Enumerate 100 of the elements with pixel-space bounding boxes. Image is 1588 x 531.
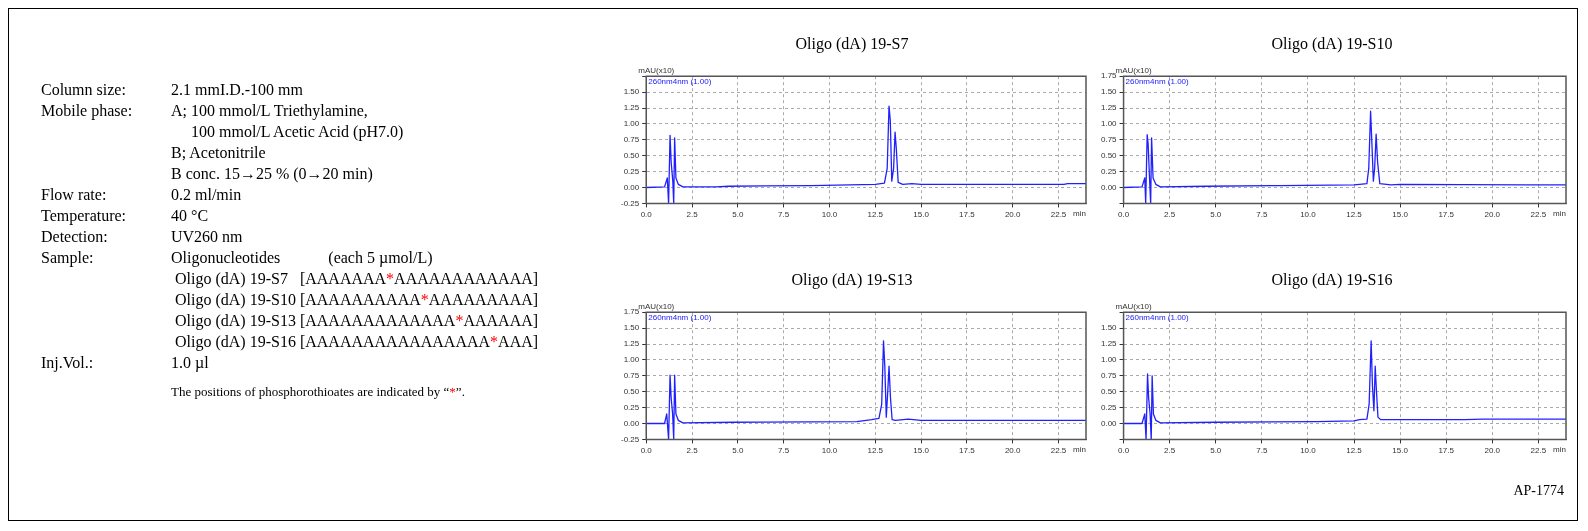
- x-tick-label: 17.5: [1438, 446, 1455, 456]
- y-tick-label: 0.50: [623, 386, 640, 396]
- y-tick-label: 0.00: [623, 418, 640, 428]
- x-tick-label: 0.0: [1118, 446, 1130, 456]
- y-tick-label: 0.00: [623, 182, 640, 192]
- x-tick-label: 2.5: [1164, 210, 1176, 220]
- x-tick-label: 7.5: [778, 210, 790, 220]
- y-tick-label: -0.25: [621, 434, 640, 444]
- chart-title: Oligo (dA) 19-S10: [1271, 34, 1393, 53]
- y-tick-label: 1.50: [1100, 87, 1118, 97]
- x-tick-label: 12.5: [1346, 210, 1363, 220]
- y-tick-label: 0.50: [1100, 386, 1118, 396]
- x-tick-label: 20.0: [1484, 210, 1501, 220]
- y-tick-label: 1.25: [1100, 103, 1118, 113]
- y-axis-title: mAU(x10): [638, 66, 675, 76]
- y-tick-label: 0.50: [623, 150, 640, 160]
- x-tick-label: 17.5: [1438, 210, 1455, 220]
- x-tick-label: 15.0: [1392, 446, 1409, 456]
- x-tick-label: 2.5: [686, 446, 699, 456]
- y-tick-label: 1.50: [1100, 323, 1118, 333]
- text: Oligo (dA) 19-S10 [AAAAAAAAAA*AAAAAAAAA]: [174, 291, 539, 308]
- x-tick-label: 20.0: [1004, 210, 1022, 220]
- x-tick-label: 17.5: [959, 446, 976, 456]
- chart-title: Oligo (dA) 19-S16: [1271, 270, 1393, 289]
- x-tick-label: 0.0: [1118, 210, 1130, 220]
- text: Oligo (dA) 19-S16 [AAAAAAAAAAAAAAAA*AAA]: [174, 333, 539, 350]
- y-tick-label: 1.00: [623, 119, 640, 129]
- y-tick-label: 0.00: [1100, 418, 1118, 428]
- x-tick-label: 2.5: [686, 210, 699, 220]
- text: B; Acetonitrile: [171, 144, 266, 161]
- y-tick-label: 0.75: [1100, 135, 1118, 144]
- y-tick-label: 1.25: [623, 339, 640, 349]
- y-tick-label: 0.75: [623, 371, 640, 380]
- y-tick-label: 1.50: [623, 323, 640, 333]
- x-tick-label: 7.5: [778, 446, 790, 456]
- x-tick-label: 10.0: [1300, 210, 1317, 220]
- x-tick-label: 20.0: [1004, 446, 1022, 456]
- x-tick-label: 10.0: [1300, 446, 1317, 456]
- x-tick-label: 22.5: [1050, 210, 1067, 220]
- y-tick-label: 0.00: [1100, 182, 1118, 192]
- text: Temperature: 40 °C: [41, 207, 209, 224]
- y-tick-label: 0.50: [1100, 150, 1118, 160]
- y-tick-label: 1.75: [623, 307, 640, 317]
- text: 100 mmol/L Acetic Acid (pH7.0): [190, 123, 404, 140]
- text: Detection: UV260 nm: [41, 228, 243, 245]
- x-tick-label: 22.5: [1530, 210, 1547, 220]
- x-axis-title: min: [1553, 208, 1566, 218]
- x-tick-label: 7.5: [1256, 210, 1268, 220]
- text: Sample: Oligonucleotides (each 5 µmol/L): [41, 249, 433, 266]
- text: Mobile phase: A; 100 mmol/L Triethylamine,: [41, 102, 368, 119]
- text: Inj.Vol.: 1.0 µl: [41, 354, 209, 371]
- y-tick-label: 0.75: [623, 135, 640, 144]
- x-tick-label: 12.5: [867, 210, 884, 220]
- text: 260nm4nm (1.00): [648, 77, 712, 87]
- x-tick-label: 5.0: [732, 210, 744, 220]
- y-tick-label: 0.25: [623, 166, 640, 176]
- text: 260nm4nm (1.00): [1125, 313, 1190, 323]
- x-tick-label: 17.5: [959, 210, 976, 220]
- y-axis-title: mAU(x10): [1115, 302, 1152, 312]
- y-tick-label: 1.50: [623, 87, 640, 97]
- y-tick-label: 1.00: [623, 355, 640, 365]
- x-tick-label: 20.0: [1484, 446, 1501, 456]
- text: 260nm4nm (1.00): [648, 313, 712, 323]
- text: Column size: 2.1 mmI.D.-100 mm: [41, 81, 303, 98]
- y-tick-label: 1.25: [623, 103, 640, 113]
- text: 260nm4nm (1.00): [1125, 77, 1190, 87]
- text: B conc. 15→25 % (0→20 min): [171, 165, 373, 182]
- y-tick-label: 1.25: [1100, 339, 1118, 349]
- text: Oligo (dA) 19-S7 [AAAAAAA*AAAAAAAAAAAA]: [174, 270, 539, 287]
- y-tick-label: 0.25: [1100, 166, 1118, 176]
- chart-title: Oligo (dA) 19-S13: [791, 270, 913, 289]
- x-tick-label: 15.0: [913, 446, 930, 456]
- y-tick-label: 1.75: [1100, 71, 1118, 81]
- x-tick-label: 12.5: [1346, 446, 1363, 456]
- chart-title: Oligo (dA) 19-S7: [795, 34, 909, 53]
- y-tick-label: 0.75: [1100, 371, 1118, 380]
- x-axis-title: min: [1073, 208, 1086, 218]
- x-tick-label: 15.0: [913, 210, 930, 220]
- y-tick-label: 0.25: [623, 402, 640, 412]
- x-tick-label: 22.5: [1050, 446, 1067, 456]
- x-tick-label: 5.0: [732, 446, 744, 456]
- text: Flow rate: 0.2 ml/min: [41, 186, 242, 203]
- text: The positions of phosphorothioates are indicated by “*”.: [171, 384, 465, 399]
- y-axis-title: mAU(x10): [638, 302, 675, 312]
- y-tick-label: -0.25: [621, 198, 640, 208]
- x-tick-label: 7.5: [1256, 446, 1268, 456]
- y-tick-label: 1.00: [1100, 355, 1118, 365]
- x-tick-label: 10.0: [821, 210, 838, 220]
- text: AP-1774: [1512, 483, 1565, 499]
- y-tick-label: 1.00: [1100, 119, 1118, 129]
- x-tick-label: 2.5: [1164, 446, 1176, 456]
- x-axis-title: min: [1073, 444, 1086, 454]
- x-tick-label: 5.0: [1210, 446, 1222, 456]
- x-tick-label: 22.5: [1530, 446, 1547, 456]
- x-tick-label: 0.0: [640, 210, 653, 220]
- text: Oligo (dA) 19-S13 [AAAAAAAAAAAAA*AAAAAA]: [174, 312, 539, 329]
- x-tick-label: 15.0: [1392, 210, 1409, 220]
- y-axis-title: mAU(x10): [1115, 66, 1152, 76]
- x-tick-label: 0.0: [640, 446, 653, 456]
- x-tick-label: 5.0: [1210, 210, 1222, 220]
